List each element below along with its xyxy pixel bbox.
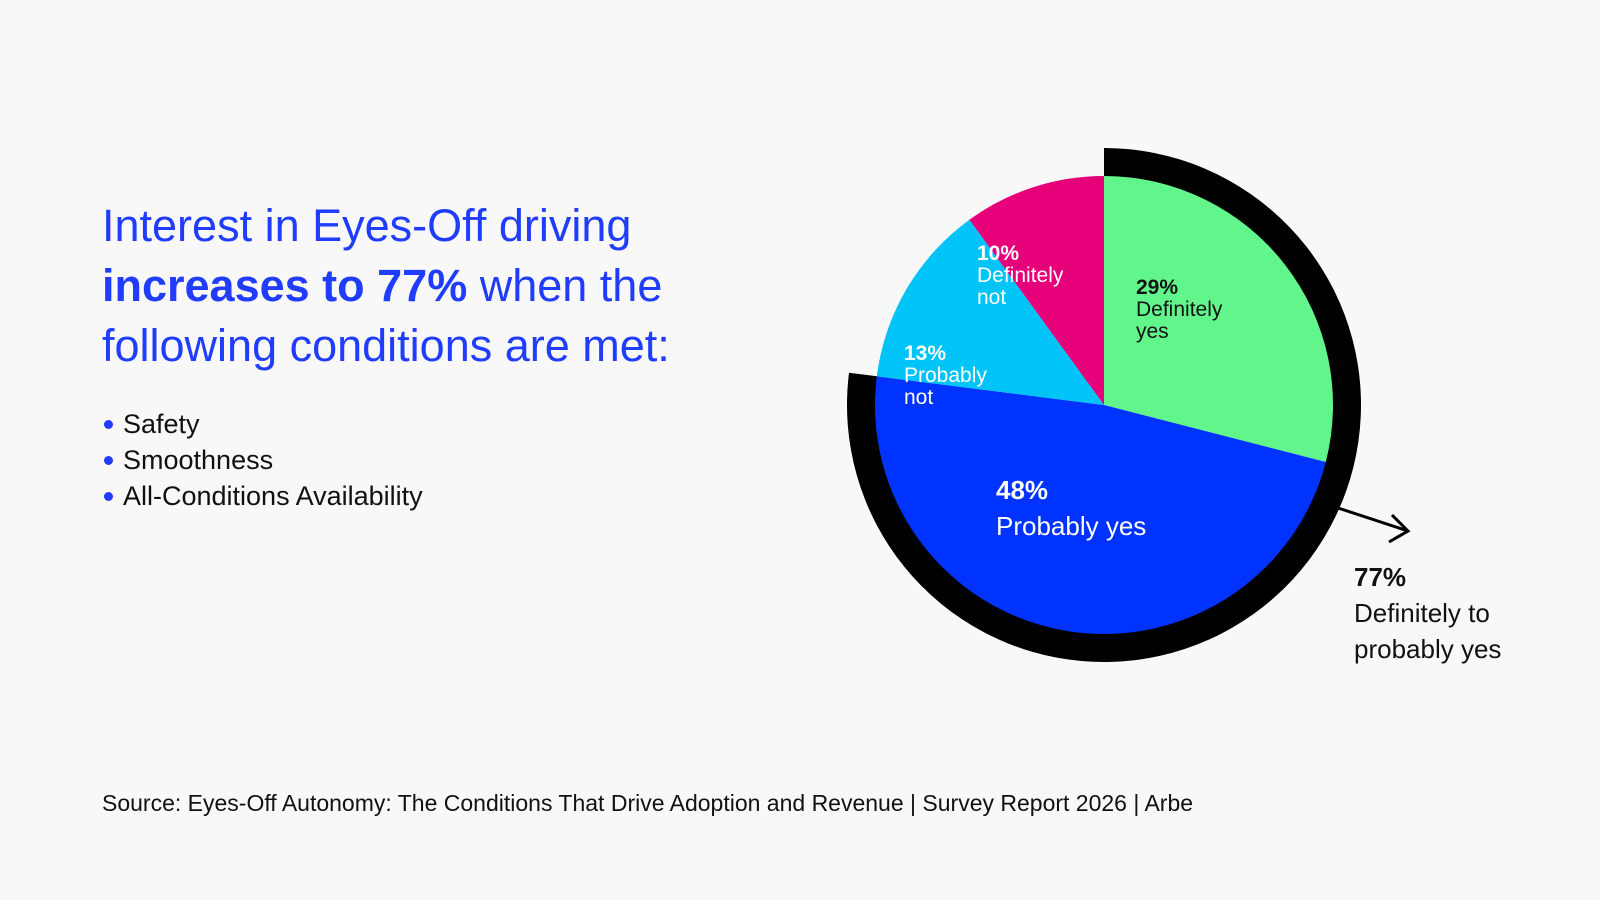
source-note: Source: Eyes-Off Autonomy: The Condition…: [102, 790, 1194, 816]
pie-slice-definitely-not: [969, 176, 1104, 405]
slice-text: Probably not: [904, 364, 987, 409]
slice-label-definitely-yes: 29% Definitely yes: [1136, 277, 1246, 343]
arrow-icon: [1337, 506, 1411, 544]
conditions-list: Safety Smoothness All-Conditions Availab…: [102, 406, 423, 514]
slice-pct: 13%: [904, 342, 947, 365]
annotation-text: Definitely to probably yes: [1354, 598, 1502, 664]
headline-line-1: Interest in Eyes-Off driving: [102, 200, 632, 251]
slice-label-probably-yes: 48% Probably yes: [996, 472, 1216, 544]
slice-text: Probably yes: [996, 511, 1147, 541]
slice-pct: 48%: [996, 475, 1049, 505]
pie-slice-probably-yes: [874, 376, 1326, 635]
list-item: Safety: [102, 406, 423, 442]
slice-text: Definitely yes: [1136, 298, 1223, 343]
slice-label-probably-not: 13% Probably not: [904, 343, 1014, 409]
headline-line-2-rest: when the: [467, 260, 663, 311]
slice-pct: 29%: [1136, 276, 1179, 299]
headline: Interest in Eyes-Off driving increases t…: [102, 196, 670, 376]
headline-emphasis: increases to 77%: [102, 260, 468, 311]
slice-pct: 10%: [977, 242, 1020, 265]
headline-line-2: increases to 77% when the: [102, 256, 670, 316]
slice-text: Definitely not: [977, 264, 1064, 309]
pie-slice-definitely-yes: [1104, 176, 1333, 462]
headline-line-3: following conditions are met:: [102, 320, 670, 371]
pie-slice-probably-not: [876, 219, 1104, 405]
list-item: All-Conditions Availability: [102, 478, 423, 514]
annotation-77: 77% Definitely to probably yes: [1354, 559, 1544, 667]
list-item: Smoothness: [102, 442, 423, 478]
annotation-pct: 77%: [1354, 562, 1407, 592]
slice-label-definitely-not: 10% Definitely not: [977, 243, 1087, 309]
